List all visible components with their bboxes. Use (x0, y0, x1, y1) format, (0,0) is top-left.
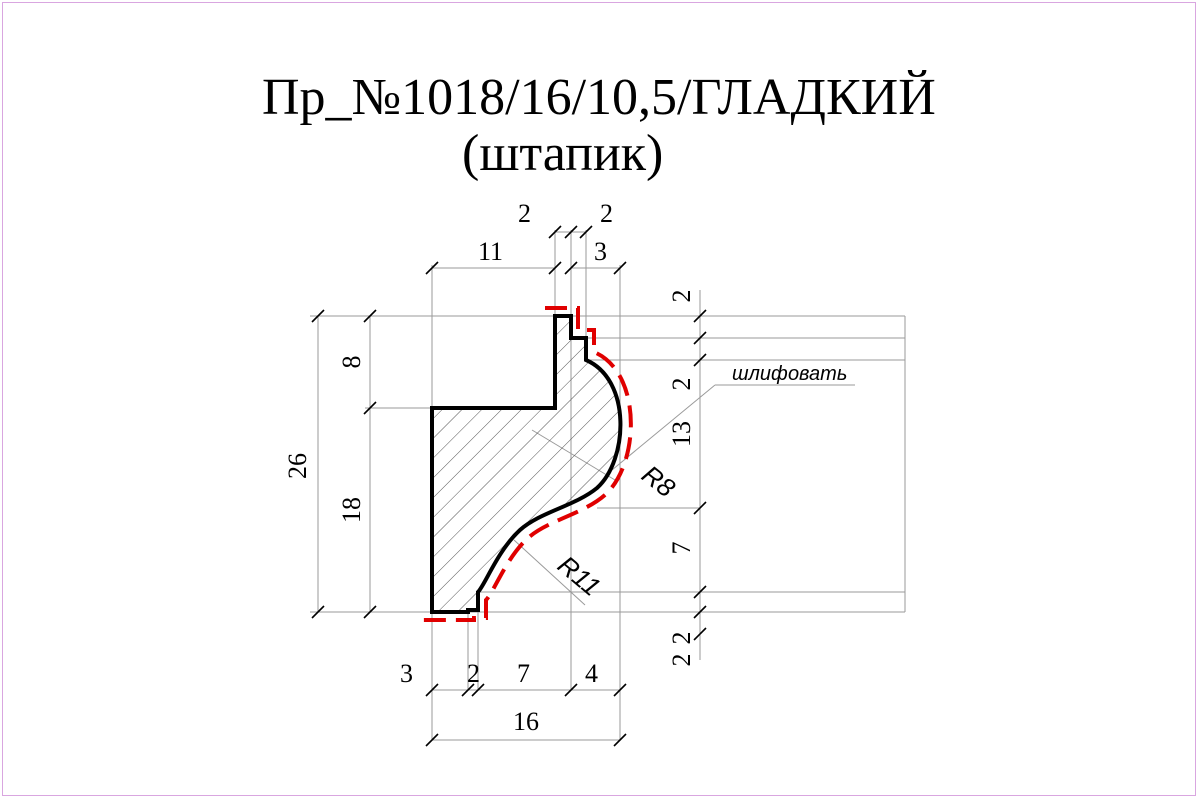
polish-note: шлифовать (732, 363, 847, 385)
dim-right-13: 13 (667, 421, 696, 447)
section-hatching (432, 316, 621, 612)
dim-left-18: 18 (337, 497, 366, 523)
dim-top-3: 3 (594, 237, 607, 266)
dim-top-11: 11 (478, 237, 503, 266)
dim-bottom-3: 3 (400, 659, 413, 688)
dim-left-26: 26 (283, 453, 312, 479)
dim-left-8: 8 (337, 356, 366, 369)
dim-right-7: 7 (667, 542, 696, 555)
radius-r11-label: R11 (552, 550, 606, 602)
dim-bottom-7: 7 (517, 659, 530, 688)
finish-surface-line (420, 306, 633, 622)
dim-bottom-2: 2 (467, 659, 480, 688)
dim-bottom-4: 4 (585, 659, 598, 688)
dim-right-2-bottom-a: 2 (667, 632, 696, 645)
dim-bottom-16: 16 (513, 707, 539, 736)
dim-right-2-bottom-b: 2 (667, 654, 696, 667)
radius-r8-label: R8 (636, 459, 681, 503)
title-profile-type: (штапик) (462, 125, 664, 182)
title-profile-code: Пр_№1018/16/10,5/ГЛАДКИЙ (262, 69, 936, 126)
profile-outline (430, 314, 623, 614)
dim-top-2-right: 2 (600, 199, 613, 228)
dimension-ticks (311, 225, 707, 747)
dim-right-2-top: 2 (667, 290, 696, 303)
dim-right-2-mid: 2 (667, 378, 696, 391)
dim-top-2-left: 2 (518, 199, 531, 228)
